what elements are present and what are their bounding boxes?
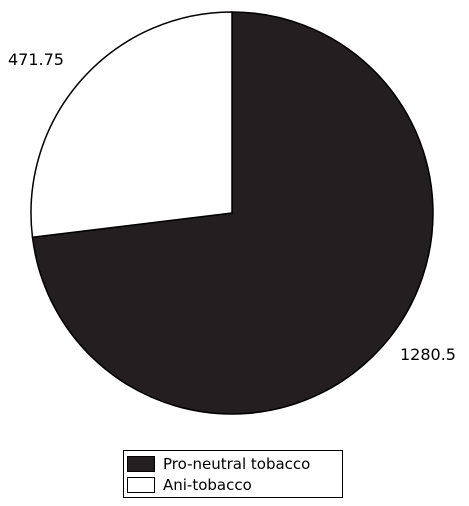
legend-swatch-ani-tobacco xyxy=(127,476,155,493)
legend-item-ani-tobacco: Ani-tobacco xyxy=(127,474,339,495)
legend-item-pro-neutral: Pro-neutral tobacco xyxy=(127,453,339,474)
pie-slice-ani-tobacco xyxy=(30,11,233,239)
legend: Pro-neutral tobacco Ani-tobacco xyxy=(123,450,343,498)
legend-swatch-pro-neutral xyxy=(127,455,155,472)
legend-label-ani-tobacco: Ani-tobacco xyxy=(163,475,252,494)
legend-label-pro-neutral: Pro-neutral tobacco xyxy=(163,454,311,473)
data-label-pro-neutral-tobacco: 1280.5 xyxy=(400,345,456,364)
data-label-ani-tobacco: 471.75 xyxy=(8,50,64,69)
